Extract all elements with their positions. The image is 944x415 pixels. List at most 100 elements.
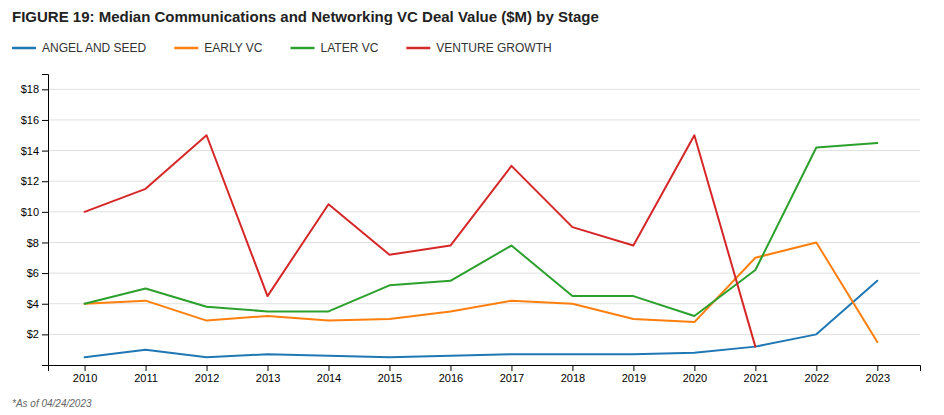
y-axis: $2 $4 $6 $8 $10 $12 $14 $16 $18	[21, 75, 49, 366]
x-tick: 2010	[73, 365, 97, 384]
grid-line	[48, 89, 920, 90]
x-tick-label: 2012	[195, 372, 219, 384]
legend: ANGEL AND SEED EARLY VC LATER VC VENTURE GR…	[12, 41, 552, 55]
x-tick-mark	[450, 365, 451, 371]
x-tick: 2022	[805, 365, 829, 384]
y-tick: $16	[21, 114, 48, 126]
x-tick: 2018	[561, 365, 585, 384]
y-tick-mark	[42, 212, 48, 213]
x-tick: 2023	[866, 365, 890, 384]
x-tick-label: 2022	[805, 372, 829, 384]
x-tick-label: 2018	[561, 372, 585, 384]
y-tick-mark	[42, 334, 48, 335]
y-tick-label: $12	[21, 175, 39, 187]
grid-line	[48, 303, 920, 304]
x-tick: 2011	[134, 365, 158, 384]
x-tick-label: 2023	[866, 372, 890, 384]
x-tick-label: 2013	[256, 372, 280, 384]
x-tick: 2013	[256, 365, 280, 384]
x-tick-label: 2020	[683, 372, 707, 384]
y-axis-line	[42, 75, 49, 366]
legend-label: ANGEL AND SEED	[42, 41, 147, 55]
y-tick-mark	[42, 242, 48, 243]
x-tick-label: 2015	[378, 372, 402, 384]
legend-label: VENTURE GROWTH	[436, 41, 551, 55]
grid-line	[48, 273, 920, 274]
x-tick-mark	[633, 365, 634, 371]
grid-line	[48, 181, 920, 182]
x-tick-label: 2014	[317, 372, 341, 384]
x-axis: 2010 2011 2012 2013 2014 2015 2016 2017 2018 2019…	[49, 365, 921, 384]
legend-item: LATER VC	[291, 41, 379, 55]
lines	[85, 135, 878, 357]
y-tick-label: $4	[27, 298, 39, 310]
title: FIGURE 19: Median Communications and Net…	[12, 8, 599, 25]
x-tick-mark	[694, 365, 695, 371]
x-tick-label: 2017	[500, 372, 524, 384]
series-line	[85, 242, 878, 342]
y-tick-label: $18	[21, 83, 39, 95]
series-line	[85, 143, 878, 316]
grid-line	[48, 334, 920, 335]
y-tick-label: $10	[21, 206, 39, 218]
x-tick-mark	[389, 365, 390, 371]
x-tick: 2015	[378, 365, 402, 384]
x-tick-mark	[85, 365, 86, 371]
legend-swatch	[12, 47, 36, 50]
x-tick-mark	[755, 365, 756, 371]
footnote: *As of 04/24/2023	[12, 398, 92, 409]
y-tick-mark	[42, 304, 48, 305]
x-tick: 2021	[744, 365, 768, 384]
legend-item: EARLY VC	[174, 41, 263, 55]
legend-swatch	[291, 47, 315, 50]
y-tick-label: $6	[27, 267, 39, 279]
y-tick-mark	[42, 120, 48, 121]
x-tick-mark	[572, 365, 573, 371]
y-tick-label: $8	[27, 236, 39, 248]
x-tick-mark	[207, 365, 208, 371]
x-tick-mark	[511, 365, 512, 371]
x-tick: 2012	[195, 365, 219, 384]
x-axis-line	[49, 366, 921, 372]
y-tick-label: $14	[21, 145, 39, 157]
legend-label: LATER VC	[321, 41, 379, 55]
y-tick-label: $16	[21, 114, 39, 126]
x-tick-mark	[816, 365, 817, 371]
y-tick-mark	[42, 89, 48, 90]
grid-line	[48, 242, 920, 243]
x-tick: 2020	[683, 365, 707, 384]
y-tick: $6	[27, 267, 48, 279]
x-tick-mark	[877, 365, 878, 371]
grid	[48, 89, 920, 334]
y-tick-label: $2	[27, 328, 39, 340]
plot: 2010 2011 2012 2013 2014 2015 2016 2017 2018 2019…	[21, 75, 921, 384]
y-tick-mark	[42, 273, 48, 274]
x-tick-mark	[329, 365, 330, 371]
y-tick: $4	[27, 298, 48, 310]
y-tick: $12	[21, 175, 48, 187]
y-tick: $14	[21, 145, 48, 157]
x-tick-label: 2021	[744, 372, 768, 384]
legend-swatch	[174, 47, 198, 50]
chart: FIGURE 19: Median Communications and Net…	[0, 0, 944, 415]
series-line	[85, 135, 756, 346]
x-tick-label: 2011	[134, 372, 158, 384]
y-tick-mark	[42, 181, 48, 182]
x-tick-mark	[146, 365, 147, 371]
y-tick: $8	[27, 236, 48, 248]
x-tick-mark	[268, 365, 269, 371]
grid-line	[48, 119, 920, 120]
x-tick-label: 2010	[73, 372, 97, 384]
x-tick: 2016	[439, 365, 463, 384]
legend-swatch	[406, 47, 430, 50]
x-tick: 2014	[317, 365, 341, 384]
grid-line	[48, 211, 920, 212]
grid-line	[48, 150, 920, 151]
y-tick-mark	[42, 151, 48, 152]
x-tick-label: 2016	[439, 372, 463, 384]
legend-item: VENTURE GROWTH	[406, 41, 551, 55]
y-tick: $2	[27, 328, 48, 340]
x-tick: 2019	[622, 365, 646, 384]
y-tick: $10	[21, 206, 48, 218]
y-tick: $18	[21, 83, 48, 95]
